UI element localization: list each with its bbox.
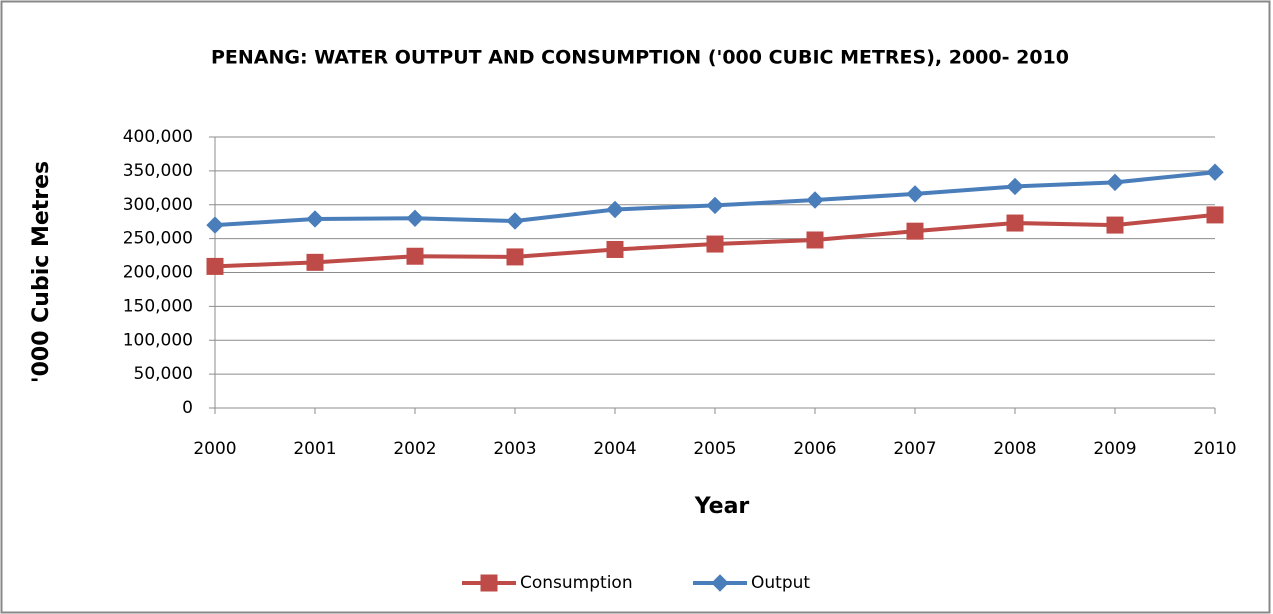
marker	[1106, 216, 1124, 234]
marker	[806, 231, 824, 249]
y-tick-label: 150,000	[123, 296, 193, 316]
marker	[1206, 163, 1224, 181]
y-tick-label: 100,000	[123, 330, 193, 350]
marker	[306, 210, 324, 228]
y-axis-label: '000 Cubic Metres	[29, 161, 54, 383]
marker	[406, 209, 424, 228]
x-tick-label: 2003	[493, 439, 536, 459]
marker	[1206, 206, 1224, 224]
marker	[806, 191, 824, 209]
marker	[406, 247, 424, 265]
x-tick-label: 2000	[193, 439, 236, 459]
marker	[906, 185, 924, 203]
y-tick-label: 200,000	[123, 263, 193, 283]
marker	[206, 257, 224, 275]
marker	[506, 248, 524, 266]
marker	[506, 212, 524, 230]
legend-label: Consumption	[520, 573, 633, 593]
y-tick-label: 350,000	[123, 161, 193, 181]
x-tick-label: 2005	[693, 439, 736, 459]
x-tick-label: 2004	[593, 439, 636, 459]
x-tick-label: 2007	[893, 439, 936, 459]
y-tick-label: 300,000	[123, 195, 193, 215]
x-axis-label: Year	[694, 494, 750, 519]
marker	[1106, 173, 1124, 192]
marker	[706, 235, 724, 253]
x-tick-label: 2006	[793, 439, 836, 459]
x-tick-label: 2002	[393, 439, 436, 459]
marker	[206, 216, 224, 234]
x-tick-label: 2008	[993, 439, 1036, 459]
x-tick-label: 2010	[1193, 439, 1236, 459]
y-tick-label: 400,000	[123, 127, 193, 147]
x-tick-label: 2009	[1093, 439, 1136, 459]
y-tick-label: 50,000	[134, 364, 193, 384]
legend-marker	[711, 574, 729, 592]
y-tick-label: 250,000	[123, 229, 193, 249]
marker	[1006, 177, 1024, 196]
chart-title: PENANG: WATER OUTPUT AND CONSUMPTION ('0…	[211, 47, 1069, 69]
y-tick-label: 0	[182, 398, 193, 418]
legend-marker	[480, 574, 498, 592]
marker	[306, 253, 324, 271]
marker	[1006, 214, 1024, 232]
marker	[606, 200, 624, 219]
marker	[906, 222, 924, 240]
x-tick-label: 2001	[293, 439, 336, 459]
legend-label: Output	[751, 573, 810, 593]
marker	[706, 196, 724, 215]
marker	[606, 240, 624, 258]
